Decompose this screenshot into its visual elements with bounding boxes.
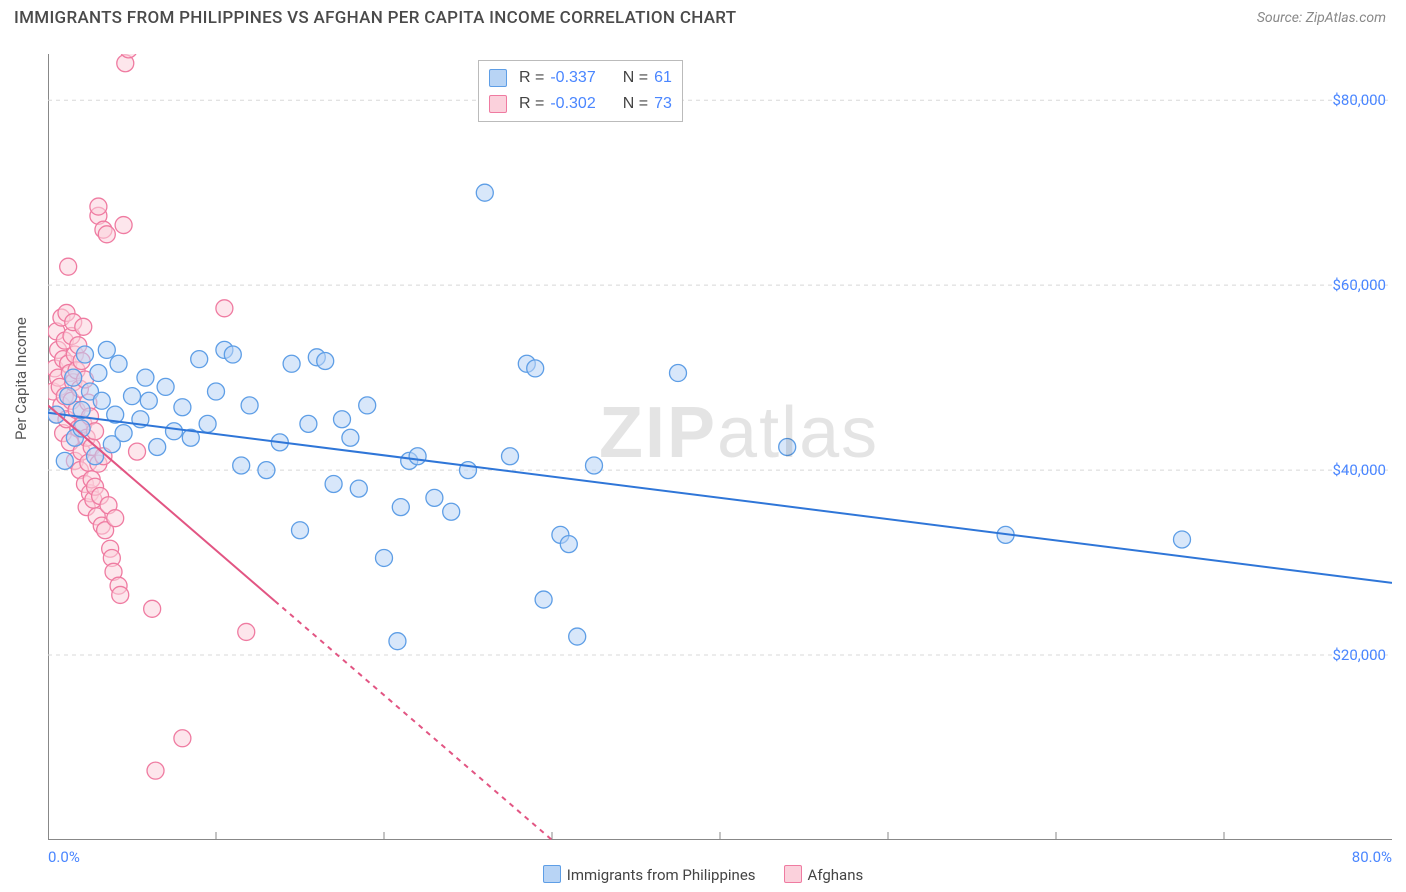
n-label: N = [618,69,648,87]
stats-row: R = -0.337 N = 61 [489,65,672,91]
legend-item: Immigrants from Philippines [543,865,756,884]
r-label: R = [519,95,544,113]
legend-label: Immigrants from Philippines [567,866,756,884]
y-tick-label: $40,000 [1332,461,1386,479]
x-tick-left: 0.0% [48,848,80,866]
correlation-stats-box: R = -0.337 N = 61R = -0.302 N = 73 [478,60,683,122]
r-value: -0.337 [550,69,612,87]
r-label: R = [519,69,544,87]
n-label: N = [618,95,648,113]
y-tick-label: $20,000 [1332,646,1386,664]
bottom-legend: Immigrants from Philippines Afghans [0,865,1406,884]
n-value: 73 [654,95,672,113]
stats-row: R = -0.302 N = 73 [489,91,672,117]
legend-swatch [543,865,561,883]
n-value: 61 [654,69,672,87]
y-tick-label: $80,000 [1332,91,1386,109]
legend-item: Afghans [784,865,864,884]
y-tick-label: $60,000 [1332,276,1386,294]
legend-label: Afghans [808,866,864,884]
legend-swatch [784,865,802,883]
chart-area: R = -0.337 N = 61R = -0.302 N = 73 ZIPat… [48,54,1392,840]
chart-title: IMMIGRANTS FROM PHILIPPINES VS AFGHAN PE… [14,8,736,28]
scatter-chart [48,54,1392,840]
source-label: Source: ZipAtlas.com [1257,10,1386,26]
x-tick-right: 80.0% [1352,848,1392,866]
y-axis-label: Per Capita Income [12,317,30,440]
series-swatch [489,69,507,87]
r-value: -0.302 [550,95,612,113]
series-swatch [489,95,507,113]
